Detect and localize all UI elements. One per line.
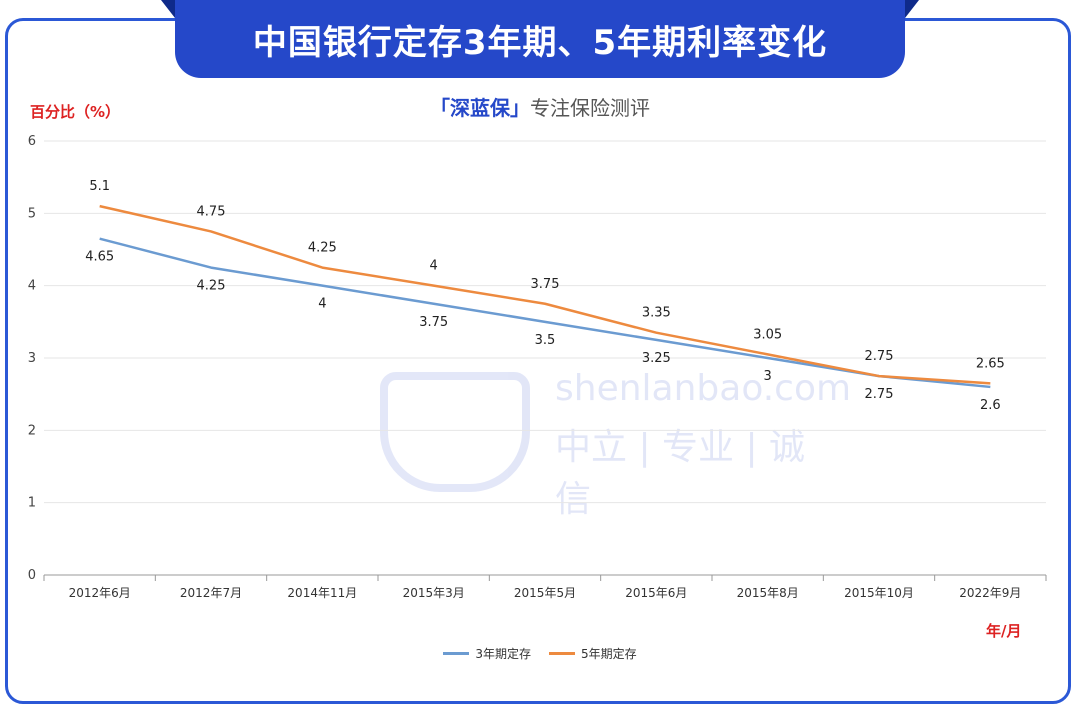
data-label-3yr: 2.75 bbox=[865, 387, 894, 402]
x-tick-label: 2015年8月 bbox=[737, 586, 799, 600]
y-tick-label: 2 bbox=[28, 423, 36, 438]
watermark: shenlanbao.com 中立 | 专业 | 诚信 bbox=[380, 360, 851, 520]
y-tick-label: 1 bbox=[28, 496, 36, 511]
subtitle-rest: 专注保险测评 bbox=[530, 96, 650, 120]
data-label-5yr: 2.65 bbox=[976, 356, 1005, 371]
x-tick-label: 2015年10月 bbox=[844, 586, 914, 600]
data-label-5yr: 5.1 bbox=[89, 179, 110, 194]
data-label-3yr: 4.25 bbox=[197, 279, 226, 294]
data-label-5yr: 3.35 bbox=[642, 306, 671, 321]
x-tick-label: 2015年5月 bbox=[514, 586, 576, 600]
x-tick-label: 2012年6月 bbox=[69, 586, 131, 600]
legend-item-3yr: 3年期定存 bbox=[443, 645, 531, 662]
x-tick-label: 2015年3月 bbox=[403, 586, 465, 600]
x-tick-label: 2015年6月 bbox=[625, 586, 687, 600]
y-tick-label: 0 bbox=[28, 568, 36, 583]
data-label-5yr: 3.05 bbox=[753, 327, 782, 342]
x-axis-label: 年/月 bbox=[986, 622, 1022, 640]
chart-frame bbox=[5, 18, 1071, 704]
watermark-slogan: 中立 | 专业 | 诚信 bbox=[555, 427, 806, 520]
y-tick-label: 3 bbox=[28, 351, 36, 366]
subtitle-brand: 「深蓝保」 bbox=[430, 96, 530, 120]
y-tick-label: 5 bbox=[28, 206, 36, 221]
legend: 3年期定存 5年期定存 bbox=[0, 645, 1080, 662]
legend-swatch-5yr bbox=[549, 652, 575, 655]
data-label-3yr: 2.6 bbox=[980, 398, 1001, 413]
data-label-5yr: 4.25 bbox=[308, 241, 337, 256]
data-label-3yr: 3.25 bbox=[642, 351, 671, 366]
data-label-5yr: 4 bbox=[430, 259, 438, 274]
y-tick-label: 4 bbox=[28, 279, 36, 294]
watermark-shield-icon bbox=[380, 372, 530, 492]
data-label-5yr: 3.75 bbox=[531, 277, 560, 292]
watermark-url: shenlanbao.com bbox=[555, 368, 852, 409]
data-label-3yr: 3.75 bbox=[419, 315, 448, 330]
subtitle: 「深蓝保」专注保险测评 bbox=[0, 92, 1080, 121]
legend-swatch-3yr bbox=[443, 652, 470, 655]
title-banner: 中国银行定存3年期、5年期利率变化 bbox=[161, 0, 919, 78]
data-label-5yr: 2.75 bbox=[865, 349, 894, 364]
series-line-5yr bbox=[99, 204, 991, 385]
x-tick-label: 2012年7月 bbox=[180, 586, 242, 600]
x-tick-label: 2014年11月 bbox=[287, 586, 357, 600]
data-label-3yr: 4 bbox=[318, 297, 326, 312]
legend-label-5yr: 5年期定存 bbox=[581, 647, 637, 661]
legend-label-3yr: 3年期定存 bbox=[475, 647, 531, 661]
data-label-5yr: 4.75 bbox=[197, 204, 226, 219]
series-line-3yr bbox=[99, 237, 991, 389]
data-label-3yr: 4.65 bbox=[85, 250, 114, 265]
x-tick-label: 2022年9月 bbox=[959, 586, 1021, 600]
data-label-3yr: 3.5 bbox=[535, 333, 556, 348]
y-tick-label: 6 bbox=[28, 134, 36, 149]
data-label-3yr: 3 bbox=[764, 369, 772, 384]
chart-title: 中国银行定存3年期、5年期利率变化 bbox=[252, 22, 828, 63]
legend-item-5yr: 5年期定存 bbox=[549, 645, 637, 662]
y-axis-label: 百分比（%） bbox=[30, 103, 121, 121]
